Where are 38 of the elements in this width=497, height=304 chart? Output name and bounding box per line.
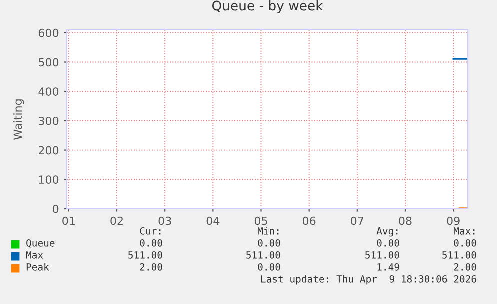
text: 1.49: [378, 263, 400, 271]
x-tick-label: 08: [399, 216, 412, 226]
text: Last update: Thu Apr 9 18:30:06 2026: [261, 275, 476, 285]
y-tick-label: 600: [38, 28, 59, 38]
text: 511.00: [442, 251, 476, 259]
text: 511.00: [246, 251, 280, 259]
x-tick-label: 04: [206, 216, 220, 226]
y-tick-label: 200: [38, 146, 59, 155]
text: 0.00: [377, 239, 400, 247]
x-tick-label: 01: [62, 216, 75, 226]
y-tick-label: 300: [39, 116, 59, 126]
text: 0.00: [140, 239, 162, 247]
x-tick-label: 07: [351, 216, 364, 226]
text: 0.00: [258, 239, 280, 247]
text: Min:: [258, 227, 279, 235]
y-axis-title: Waiting: [14, 100, 24, 140]
text: Avg:: [376, 228, 398, 237]
x-tick-label: 03: [158, 216, 172, 226]
legend-label: Max: [26, 252, 44, 259]
text: 0.00: [258, 263, 280, 271]
x-tick-label: 06: [302, 216, 316, 226]
legend-label: Queue: [26, 239, 55, 248]
text: 0.00: [454, 239, 476, 247]
text: 2.00: [140, 263, 162, 271]
text: Cur:: [140, 227, 161, 235]
y-tick-label: 500: [39, 58, 59, 67]
x-tick-label: 05: [254, 216, 268, 226]
x-tick-label: 02: [110, 216, 123, 226]
legend-label: Peak: [26, 263, 50, 271]
text: 511.00: [128, 251, 162, 259]
y-tick-label: 0: [53, 204, 59, 214]
text: Max:: [454, 228, 475, 235]
chart-title: Queue - by week: [212, 0, 324, 14]
y-tick-label: 100: [39, 176, 59, 184]
y-tick-label: 400: [38, 88, 59, 96]
text: 511.00: [366, 251, 400, 259]
x-tick-label: 09: [447, 216, 460, 226]
text: 2.00: [454, 263, 476, 271]
